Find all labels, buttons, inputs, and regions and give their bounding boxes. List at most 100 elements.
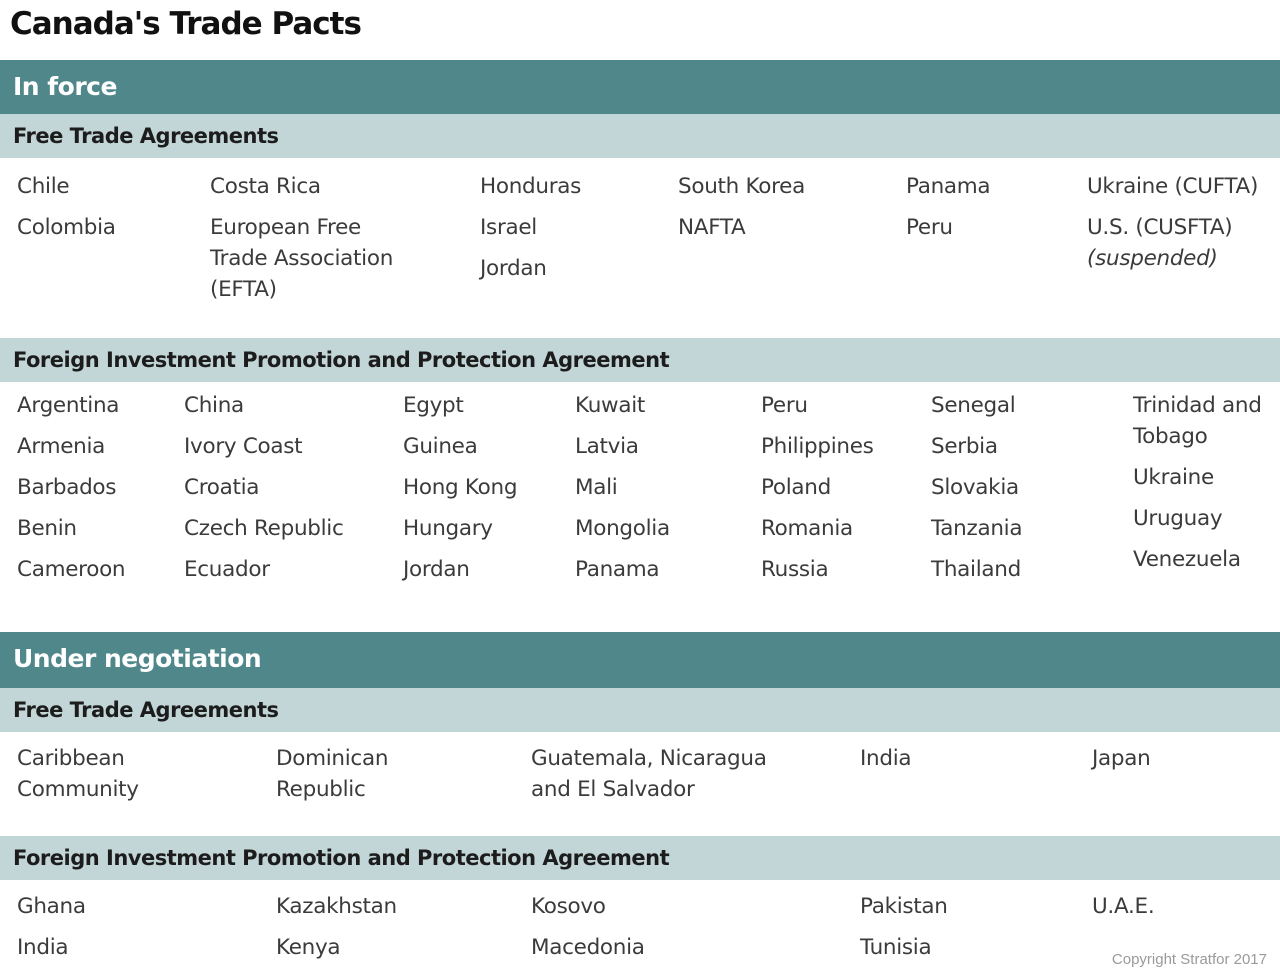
list-item: Ukraine — [1133, 465, 1214, 490]
list-item: U.A.E. — [1092, 894, 1155, 919]
list-item: India — [860, 746, 912, 771]
list-item: Hong Kong — [403, 475, 518, 500]
list-item: Philippines — [761, 434, 874, 459]
list-item: South Korea — [678, 174, 805, 199]
list-item: Hungary — [403, 516, 493, 541]
list-item: Tunisia — [860, 935, 932, 960]
list-item: Kazakhstan — [276, 894, 397, 919]
list-item: European Free Trade Association (EFTA) — [210, 215, 394, 302]
column: Peru Philippines Poland Romania Russia — [761, 390, 874, 595]
section-header-under-negotiation: Under negotiation — [0, 632, 1280, 688]
column: U.A.E. — [1092, 891, 1155, 932]
column: Egypt Guinea Hong Kong Hungary Jordan — [403, 390, 517, 595]
list-item: Latvia — [575, 434, 639, 459]
column: Japan — [1092, 743, 1151, 784]
list-item: Slovakia — [931, 475, 1019, 500]
subsection-header-fipa-in-force: Foreign Investment Promotion and Protect… — [0, 338, 1280, 382]
list-item: Jordan — [480, 256, 547, 281]
section-title: In force — [13, 72, 117, 101]
list-item: Tanzania — [931, 516, 1023, 541]
list-item: Panama — [575, 557, 660, 582]
page-title: Canada's Trade Pacts — [10, 6, 362, 42]
list-item: Honduras — [480, 174, 582, 199]
column: Kazakhstan Kenya — [276, 891, 397, 973]
subsection-title: Foreign Investment Promotion and Protect… — [13, 348, 670, 372]
list-item: Guatemala, Nicaragua and El Salvador — [531, 746, 767, 802]
list-item: Serbia — [931, 434, 998, 459]
list-item: China — [184, 393, 244, 418]
column: Senegal Serbia Slovakia Tanzania Thailan… — [931, 390, 1023, 595]
list-item: Mali — [575, 475, 618, 500]
list-item: Cameroon — [17, 557, 126, 582]
list-item: Croatia — [184, 475, 260, 500]
subsection-title: Free Trade Agreements — [13, 698, 279, 722]
list-item: Mongolia — [575, 516, 670, 541]
column: China Ivory Coast Croatia Czech Republic… — [184, 390, 344, 595]
list-item: Ivory Coast — [184, 434, 303, 459]
list-item: Ghana — [17, 894, 86, 919]
list-item: Ecuador — [184, 557, 270, 582]
section-header-in-force: In force — [0, 60, 1280, 114]
list-item: Kosovo — [531, 894, 606, 919]
list-item: Barbados — [17, 475, 117, 500]
list-item: Romania — [761, 516, 853, 541]
column: Dominican Republic — [276, 743, 388, 815]
column: Trinidad and Tobago Ukraine Uruguay Vene… — [1133, 390, 1262, 585]
list-item: Czech Republic — [184, 516, 344, 541]
list-item: Poland — [761, 475, 831, 500]
subsection-title: Free Trade Agreements — [13, 124, 279, 148]
list-item: Costa Rica — [210, 174, 321, 199]
list-item: Dominican Republic — [276, 746, 389, 802]
list-item: Kenya — [276, 935, 341, 960]
list-item: Pakistan — [860, 894, 948, 919]
list-item: Panama — [906, 174, 991, 199]
list-item: Colombia — [17, 215, 116, 240]
subsection-header-fta-negotiation: Free Trade Agreements — [0, 688, 1280, 732]
list-item: Peru — [761, 393, 808, 418]
column: Honduras Israel Jordan — [480, 171, 581, 294]
column: Ghana India — [17, 891, 86, 973]
list-item: Jordan — [403, 557, 470, 582]
column: Argentina Armenia Barbados Benin Cameroo… — [17, 390, 126, 595]
column: Chile Colombia — [17, 171, 116, 253]
subsection-title: Foreign Investment Promotion and Protect… — [13, 846, 670, 870]
list-item: Senegal — [931, 393, 1016, 418]
list-item: Russia — [761, 557, 829, 582]
column: Caribbean Community — [17, 743, 139, 815]
list-item: Benin — [17, 516, 77, 541]
list-item: Kuwait — [575, 393, 646, 418]
list-item: Argentina — [17, 393, 120, 418]
copyright-notice: Copyright Stratfor 2017 — [1111, 951, 1267, 968]
list-item: Guinea — [403, 434, 478, 459]
list-item: Chile — [17, 174, 70, 199]
column: South Korea NAFTA — [678, 171, 805, 253]
list-item: Caribbean Community — [17, 746, 139, 802]
column: Kosovo Macedonia — [531, 891, 645, 973]
column: Ukraine (CUFTA) U.S. (CUSFTA) (suspended… — [1087, 171, 1258, 284]
list-item: Macedonia — [531, 935, 645, 960]
list-item: Ukraine (CUFTA) — [1087, 174, 1259, 199]
column: Guatemala, Nicaragua and El Salvador — [531, 743, 767, 815]
list-item: Japan — [1092, 746, 1151, 771]
list-item: Thailand — [931, 557, 1021, 582]
column: India — [860, 743, 912, 784]
list-item: Egypt — [403, 393, 464, 418]
column: Pakistan Tunisia — [860, 891, 948, 973]
list-item: NAFTA — [678, 215, 746, 240]
section-title: Under negotiation — [13, 644, 262, 673]
list-item-us: U.S. (CUSFTA) (suspended) — [1087, 212, 1258, 274]
column: Kuwait Latvia Mali Mongolia Panama — [575, 390, 670, 595]
subsection-header-fipa-negotiation: Foreign Investment Promotion and Protect… — [0, 836, 1280, 880]
list-item: Peru — [906, 215, 953, 240]
list-item: Venezuela — [1133, 547, 1241, 572]
subsection-header-fta-in-force: Free Trade Agreements — [0, 114, 1280, 158]
list-item: Armenia — [17, 434, 106, 459]
list-item: Uruguay — [1133, 506, 1223, 531]
list-item-label: U.S. (CUSFTA) — [1087, 215, 1233, 240]
list-item: India — [17, 935, 69, 960]
suspended-note: (suspended) — [1087, 246, 1218, 271]
column: Panama Peru — [906, 171, 991, 253]
column: Costa Rica European Free Trade Associati… — [210, 171, 393, 315]
list-item: Trinidad and Tobago — [1133, 393, 1262, 449]
list-item: Israel — [480, 215, 537, 240]
